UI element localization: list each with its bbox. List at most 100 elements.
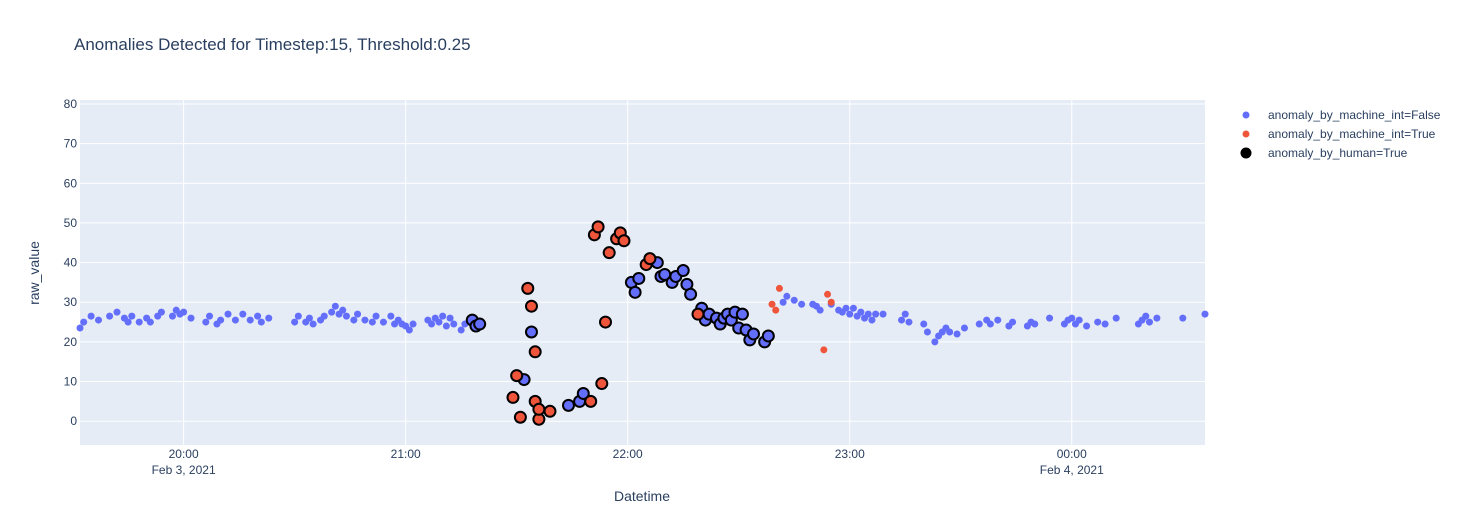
point-normal[interactable] xyxy=(254,312,262,320)
point-machine-human[interactable] xyxy=(510,369,524,383)
point-normal[interactable] xyxy=(872,310,880,318)
point-machine-human[interactable] xyxy=(506,390,520,404)
point-machine[interactable] xyxy=(768,300,776,308)
legend-label-normal[interactable]: anomaly_by_machine_int=False xyxy=(1268,108,1441,122)
point-normal[interactable] xyxy=(798,300,806,308)
point-normal[interactable] xyxy=(113,308,121,316)
point-normal[interactable] xyxy=(265,314,273,322)
point-normal-human[interactable] xyxy=(628,285,642,299)
point-normal[interactable] xyxy=(849,304,857,312)
point-normal-human[interactable] xyxy=(684,287,698,301)
point-normal[interactable] xyxy=(124,318,132,326)
point-normal[interactable] xyxy=(187,314,195,322)
point-machine-human[interactable] xyxy=(598,315,612,329)
point-normal[interactable] xyxy=(953,330,961,338)
point-machine[interactable] xyxy=(775,284,783,292)
point-machine-human[interactable] xyxy=(521,281,535,295)
point-normal[interactable] xyxy=(246,316,254,324)
legend-label-machine[interactable]: anomaly_by_machine_int=True xyxy=(1268,127,1436,141)
point-normal[interactable] xyxy=(217,316,225,324)
point-normal[interactable] xyxy=(450,320,458,328)
point-normal[interactable] xyxy=(87,312,95,320)
point-normal[interactable] xyxy=(350,316,358,324)
point-normal[interactable] xyxy=(931,338,939,346)
point-normal[interactable] xyxy=(294,312,302,320)
point-machine-human[interactable] xyxy=(595,377,609,391)
point-normal[interactable] xyxy=(439,312,447,320)
point-normal[interactable] xyxy=(960,324,968,332)
point-machine[interactable] xyxy=(772,306,780,314)
point-machine-human[interactable] xyxy=(524,299,538,313)
point-normal[interactable] xyxy=(128,312,136,320)
point-normal[interactable] xyxy=(239,310,247,318)
point-normal[interactable] xyxy=(328,308,336,316)
point-normal[interactable] xyxy=(923,328,931,336)
point-normal[interactable] xyxy=(309,320,317,328)
point-normal[interactable] xyxy=(146,318,154,326)
point-machine-human[interactable] xyxy=(513,410,527,424)
point-machine-human[interactable] xyxy=(591,220,605,234)
point-machine[interactable] xyxy=(827,298,835,306)
point-normal[interactable] xyxy=(206,312,214,320)
point-normal[interactable] xyxy=(1142,312,1150,320)
point-normal[interactable] xyxy=(857,308,865,316)
point-machine-human[interactable] xyxy=(691,307,705,321)
point-normal[interactable] xyxy=(1179,314,1187,322)
point-normal[interactable] xyxy=(1094,318,1102,326)
point-normal[interactable] xyxy=(1112,314,1120,322)
point-normal[interactable] xyxy=(372,312,380,320)
point-normal[interactable] xyxy=(864,310,872,318)
point-normal[interactable] xyxy=(1145,318,1153,326)
point-normal[interactable] xyxy=(76,324,84,332)
point-machine-human[interactable] xyxy=(602,246,616,260)
point-normal[interactable] xyxy=(1153,314,1161,322)
point-normal[interactable] xyxy=(157,308,165,316)
point-normal[interactable] xyxy=(1046,314,1054,322)
point-normal[interactable] xyxy=(342,312,350,320)
point-normal[interactable] xyxy=(868,316,876,324)
point-machine[interactable] xyxy=(820,346,828,354)
point-normal[interactable] xyxy=(409,320,417,328)
point-normal[interactable] xyxy=(106,312,114,320)
point-normal[interactable] xyxy=(1201,310,1209,318)
point-normal[interactable] xyxy=(846,310,854,318)
point-normal[interactable] xyxy=(994,316,1002,324)
point-normal[interactable] xyxy=(291,318,299,326)
point-normal[interactable] xyxy=(435,318,443,326)
point-normal[interactable] xyxy=(169,312,177,320)
point-normal[interactable] xyxy=(446,314,454,322)
point-normal[interactable] xyxy=(1101,320,1109,328)
point-normal[interactable] xyxy=(80,318,88,326)
point-normal[interactable] xyxy=(879,310,887,318)
point-machine[interactable] xyxy=(824,290,832,298)
point-normal[interactable] xyxy=(842,304,850,312)
point-normal-human[interactable] xyxy=(632,271,646,285)
point-normal[interactable] xyxy=(920,320,928,328)
point-normal[interactable] xyxy=(946,328,954,336)
point-normal[interactable] xyxy=(898,316,906,324)
point-normal[interactable] xyxy=(354,310,362,318)
point-normal[interactable] xyxy=(361,316,369,324)
point-normal-human[interactable] xyxy=(761,329,775,343)
point-normal[interactable] xyxy=(331,302,339,310)
point-machine-human[interactable] xyxy=(617,234,631,248)
point-normal-human[interactable] xyxy=(735,307,749,321)
point-machine-human[interactable] xyxy=(584,394,598,408)
point-machine-human[interactable] xyxy=(532,402,546,416)
point-normal[interactable] xyxy=(779,298,787,306)
point-normal[interactable] xyxy=(428,320,436,328)
point-normal[interactable] xyxy=(905,318,913,326)
point-normal[interactable] xyxy=(320,312,328,320)
point-normal[interactable] xyxy=(180,308,188,316)
point-normal[interactable] xyxy=(1075,316,1083,324)
point-normal[interactable] xyxy=(224,310,232,318)
point-normal[interactable] xyxy=(368,318,376,326)
point-normal-human[interactable] xyxy=(473,317,487,331)
point-machine-human[interactable] xyxy=(643,252,657,266)
point-normal[interactable] xyxy=(1083,322,1091,330)
point-normal-human[interactable] xyxy=(676,264,690,278)
point-normal-human[interactable] xyxy=(747,327,761,341)
point-normal[interactable] xyxy=(135,318,143,326)
point-normal[interactable] xyxy=(387,312,395,320)
point-normal[interactable] xyxy=(442,322,450,330)
